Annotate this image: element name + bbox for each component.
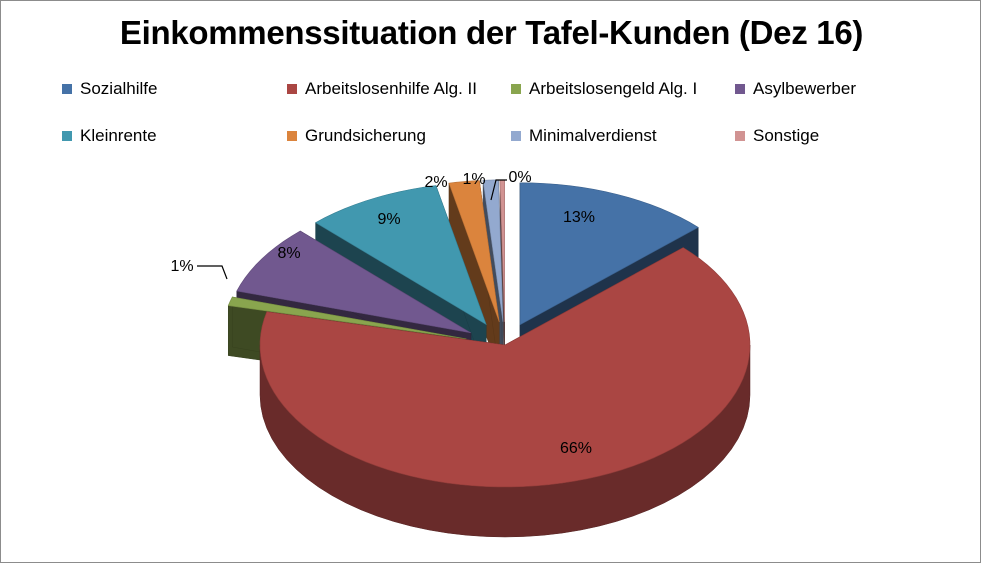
legend-item-grundsicherung: Grundsicherung: [287, 126, 426, 146]
legend-item-sozialhilfe: Sozialhilfe: [62, 79, 158, 99]
legend-swatch: [287, 131, 297, 141]
chart-title: Einkommenssituation der Tafel-Kunden (De…: [119, 14, 864, 51]
legend-swatch: [287, 84, 297, 94]
legend-item-arbeitslosenhilfe: Arbeitslosenhilfe Alg. II: [287, 79, 477, 99]
data-label: 66%: [560, 440, 592, 457]
leader-line: [197, 265, 228, 280]
data-label: 1%: [170, 258, 193, 275]
legend-label: Sozialhilfe: [80, 79, 158, 98]
legend-swatch: [62, 131, 72, 141]
chart-legend: Sozialhilfe Arbeitslosenhilfe Alg. II Ar…: [0, 0, 983, 160]
legend-swatch: [62, 84, 72, 94]
pie-slice-arbeitslosenhilfe-alg-ii: [259, 247, 751, 488]
data-label: 8%: [277, 245, 300, 262]
legend-label: Arbeitslosengeld Alg. I: [529, 79, 698, 98]
legend-item-minimalverdienst: Minimalverdienst: [511, 126, 657, 146]
legend-item-kleinrente: Kleinrente: [62, 126, 157, 146]
pie-slice-arbeitslosengeld-alg-i: [227, 296, 467, 340]
pie-tops: [227, 179, 751, 488]
data-label: 13%: [563, 209, 595, 226]
legend-label: Arbeitslosenhilfe Alg. II: [305, 79, 477, 98]
leader-line: [490, 179, 507, 201]
legend-swatch: [511, 131, 521, 141]
legend-swatch: [511, 84, 521, 94]
pie-slice-kleinrente: [314, 185, 487, 326]
legend-label: Minimalverdienst: [529, 126, 657, 145]
pie-slice-asylbewerber: [236, 230, 472, 334]
legend-item-arbeitslosengeld: Arbeitslosengeld Alg. I: [511, 79, 697, 99]
data-label: 1%: [462, 171, 485, 188]
legend-item-sonstige: Sonstige: [735, 126, 819, 146]
legend-label: Asylbewerber: [753, 79, 856, 98]
legend-label: Grundsicherung: [305, 126, 426, 145]
data-label: 9%: [377, 211, 400, 228]
legend-swatch: [735, 131, 745, 141]
legend-label: Sonstige: [753, 126, 820, 145]
data-label: 0%: [508, 169, 531, 186]
data-label: 2%: [424, 174, 447, 191]
legend-swatch: [735, 84, 745, 94]
legend-label: Kleinrente: [80, 126, 157, 145]
legend-item-asylbewerber: Asylbewerber: [735, 79, 856, 99]
pie-slice-sozialhilfe: [519, 182, 699, 326]
pie-slice-grundsicherung: [448, 180, 500, 323]
